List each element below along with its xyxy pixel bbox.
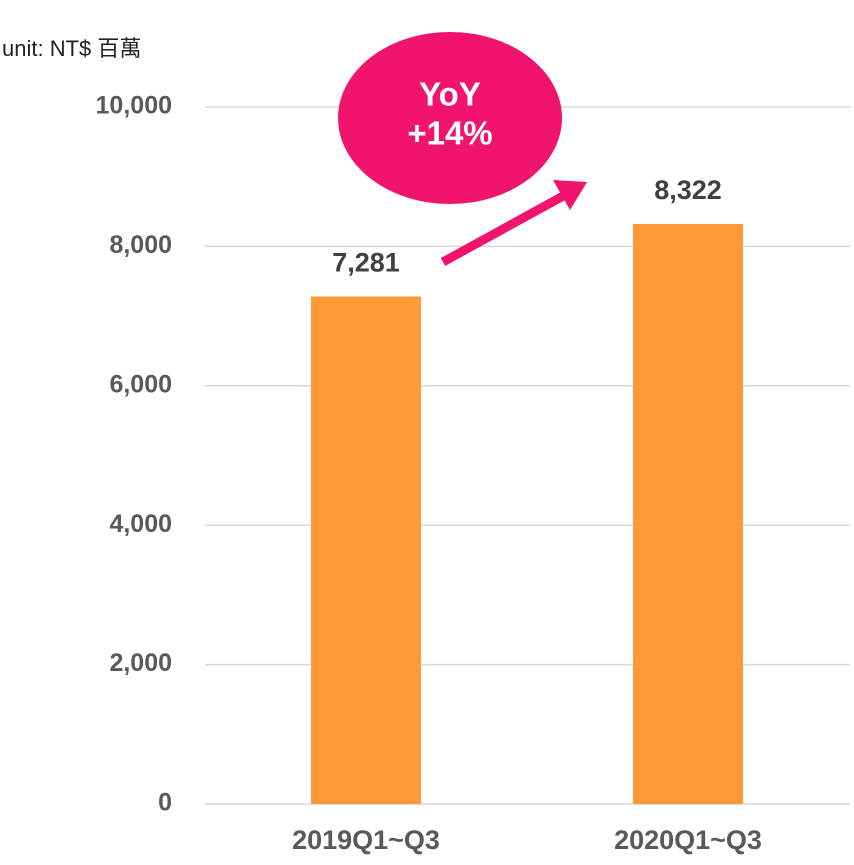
bar	[311, 296, 421, 804]
arrow-shaft	[440, 191, 568, 266]
y-tick-label: 4,000	[109, 510, 172, 538]
y-tick-label: 0	[158, 789, 172, 817]
y-tick-label: 6,000	[109, 370, 172, 398]
annotation: +14%	[407, 115, 492, 152]
y-tick-label: 8,000	[109, 231, 172, 259]
x-tick-label: 2020Q1~Q3	[614, 825, 762, 855]
x-tick-label: 2019Q1~Q3	[292, 825, 440, 855]
annotation-bubble	[338, 32, 562, 204]
arrow-head	[553, 180, 587, 210]
y-tick-label: 10,000	[96, 92, 172, 120]
bar	[633, 223, 743, 804]
unit-label: unit: NT$ 百萬	[2, 36, 141, 61]
data-label: 8,322	[654, 175, 722, 205]
annotation: YoY	[419, 76, 481, 113]
y-tick-label: 2,000	[109, 649, 172, 677]
data-label: 7,281	[332, 248, 400, 278]
